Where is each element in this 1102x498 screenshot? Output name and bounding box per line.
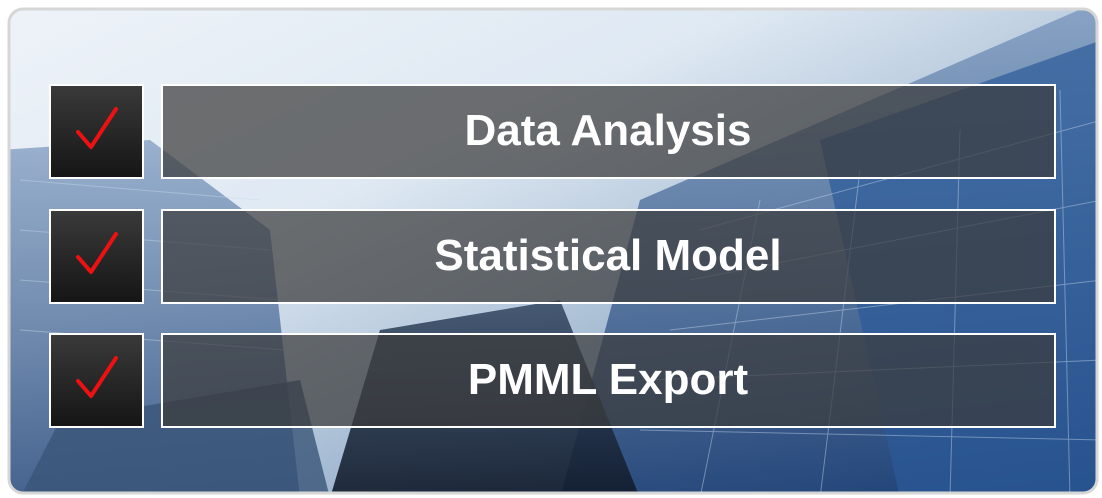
check-box [50,210,143,303]
slide: Data Analysis Statistical Model PMML Expor… [0,0,1102,498]
page: Data Analysis Statistical Model PMML Expor… [0,0,1102,498]
check-box [50,85,143,178]
check-box [50,334,143,427]
item-label: Data Analysis [465,106,752,155]
list-item: Data Analysis [50,85,1055,178]
list-item: Statistical Model [50,210,1055,303]
list-item: PMML Export [50,334,1055,427]
item-label: PMML Export [468,355,749,404]
item-label: Statistical Model [434,231,781,280]
